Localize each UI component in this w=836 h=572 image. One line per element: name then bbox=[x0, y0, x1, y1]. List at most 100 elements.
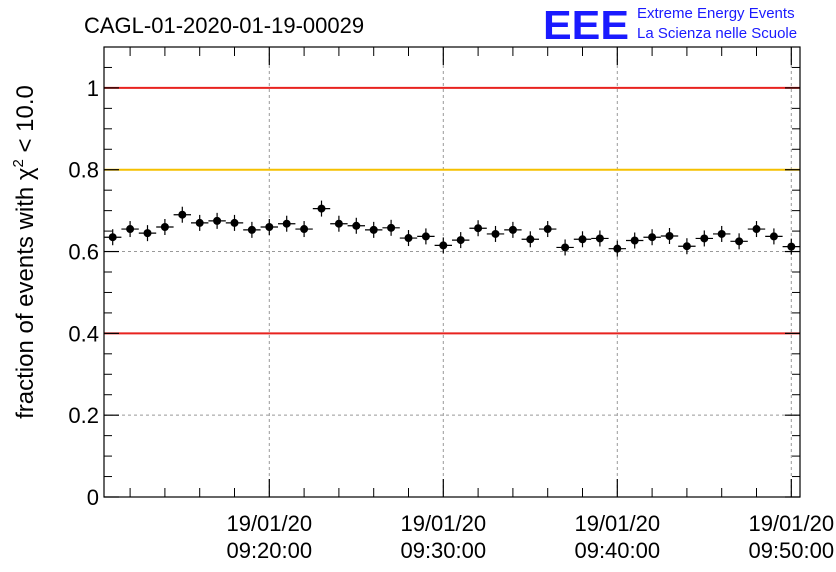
point-marker bbox=[143, 229, 152, 238]
point-marker bbox=[561, 243, 570, 252]
data-point bbox=[539, 221, 557, 238]
y-tick-label: 0.8 bbox=[68, 158, 99, 183]
data-point bbox=[173, 206, 191, 223]
point-marker bbox=[787, 242, 796, 251]
point-marker bbox=[195, 218, 204, 227]
data-point bbox=[382, 219, 400, 236]
point-marker bbox=[421, 232, 430, 241]
data-point bbox=[608, 240, 626, 257]
y-axis-title-chi: χ bbox=[12, 167, 39, 180]
data-point bbox=[399, 230, 418, 247]
data-point bbox=[434, 237, 452, 254]
point-marker bbox=[126, 225, 135, 234]
data-point bbox=[312, 200, 331, 217]
data-point bbox=[521, 231, 539, 248]
y-tick-label: 0.6 bbox=[68, 240, 99, 265]
point-marker bbox=[247, 225, 256, 234]
data-point bbox=[156, 219, 174, 235]
data-point bbox=[765, 228, 783, 245]
point-marker bbox=[648, 233, 657, 242]
point-marker bbox=[665, 232, 674, 240]
axis-ticks bbox=[104, 46, 800, 498]
logo-line1: Extreme Energy Events bbox=[637, 5, 795, 22]
data-point bbox=[643, 229, 661, 246]
point-marker bbox=[526, 235, 535, 244]
point-marker bbox=[352, 221, 361, 230]
point-marker bbox=[404, 234, 413, 243]
reference-lines bbox=[104, 86, 800, 335]
point-marker bbox=[369, 225, 378, 234]
data-point bbox=[208, 212, 226, 229]
point-marker bbox=[178, 210, 187, 219]
data-point bbox=[591, 230, 609, 247]
data-point bbox=[104, 229, 122, 246]
data-point bbox=[260, 219, 278, 235]
x-tick-label-date: 19/01/20 bbox=[226, 511, 312, 536]
y-tick-label: 1 bbox=[87, 76, 99, 101]
data-point bbox=[365, 221, 383, 238]
data-point bbox=[347, 217, 365, 234]
point-marker bbox=[578, 235, 587, 244]
point-marker bbox=[717, 229, 726, 238]
data-point bbox=[782, 238, 800, 255]
point-marker bbox=[439, 241, 448, 250]
point-marker bbox=[735, 237, 744, 246]
point-marker bbox=[230, 218, 239, 227]
x-tick-label-time: 09:50:00 bbox=[748, 538, 834, 563]
point-marker bbox=[387, 223, 396, 232]
y-axis-title-suffix: < 10.0 bbox=[12, 85, 39, 159]
x-tick-label-time: 09:20:00 bbox=[226, 538, 312, 563]
point-marker bbox=[752, 225, 761, 234]
point-marker bbox=[543, 225, 552, 234]
point-marker bbox=[613, 244, 622, 253]
data-point bbox=[452, 232, 470, 249]
point-marker bbox=[300, 225, 309, 234]
chart-title: CAGL-01-2020-01-19-00029 bbox=[84, 13, 364, 38]
data-point bbox=[243, 221, 261, 238]
point-marker bbox=[595, 234, 604, 243]
point-marker bbox=[317, 204, 326, 213]
x-tick-labels: 19/01/2009:20:0019/01/2009:30:0019/01/20… bbox=[226, 511, 834, 563]
point-marker bbox=[700, 234, 709, 243]
data-point bbox=[191, 214, 209, 231]
data-point bbox=[138, 225, 157, 242]
data-point bbox=[713, 225, 731, 242]
point-marker bbox=[160, 223, 169, 231]
y-axis-title-sup: 2 bbox=[10, 159, 27, 167]
x-tick-label-date: 19/01/20 bbox=[574, 511, 660, 536]
data-point bbox=[486, 225, 505, 242]
logo-line2: La Scienza nelle Scuole bbox=[637, 25, 797, 42]
y-tick-labels: 0 0.2 0.4 0.6 0.8 1 bbox=[68, 76, 99, 510]
point-marker bbox=[769, 232, 778, 241]
point-marker bbox=[491, 229, 500, 238]
data-point bbox=[278, 215, 296, 232]
point-marker bbox=[213, 216, 222, 225]
data-point bbox=[121, 221, 139, 238]
y-tick-label: 0 bbox=[87, 485, 99, 510]
y-tick-label: 0.4 bbox=[68, 321, 99, 346]
data-points bbox=[104, 200, 800, 257]
point-marker bbox=[456, 236, 465, 245]
y-axis-title-prefix: fraction of events with bbox=[12, 180, 39, 419]
data-point bbox=[295, 221, 313, 238]
point-marker bbox=[508, 225, 517, 234]
x-tick-label-date: 19/01/20 bbox=[748, 511, 834, 536]
x-tick-label-date: 19/01/20 bbox=[400, 511, 486, 536]
x-tick-label-time: 09:30:00 bbox=[400, 538, 486, 563]
data-point bbox=[678, 238, 696, 255]
data-point bbox=[417, 228, 435, 245]
logo-mark: EEE bbox=[543, 2, 629, 48]
y-tick-label: 0.2 bbox=[68, 403, 99, 428]
point-marker bbox=[630, 236, 639, 245]
point-marker bbox=[682, 242, 691, 251]
data-point bbox=[626, 232, 644, 249]
grid-layer bbox=[104, 47, 800, 497]
point-marker bbox=[108, 233, 117, 242]
data-point bbox=[330, 215, 348, 232]
data-point bbox=[556, 239, 574, 256]
plot-frame bbox=[103, 46, 801, 498]
data-point bbox=[469, 220, 487, 237]
data-point bbox=[695, 230, 713, 247]
data-point bbox=[747, 221, 766, 238]
data-point bbox=[573, 231, 592, 248]
